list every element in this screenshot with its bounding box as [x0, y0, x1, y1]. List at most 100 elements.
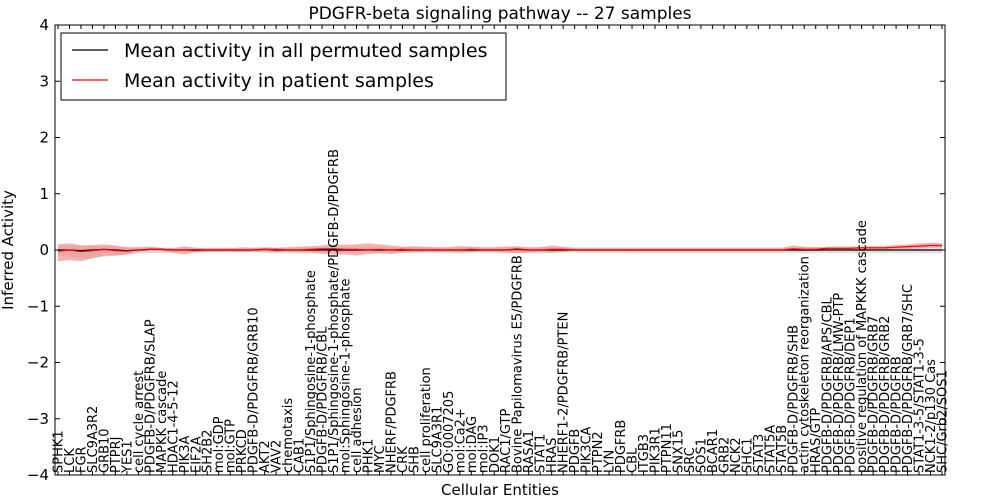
x-tick-label: PTPRJ: [109, 437, 124, 474]
x-tick-label: actin cytoskeleton reorganization: [798, 256, 813, 473]
y-tick-label: 4: [39, 16, 49, 34]
x-tick-label: mol:Sphingosine-1-phosphate: [339, 279, 354, 473]
x-tick-label: EIF2A: [189, 436, 204, 473]
x-tick-label: S1P1/Sphingosine-1-phosphate: [304, 270, 319, 473]
x-tick-label: PDGFB-D/PDGFRB/CBL: [316, 326, 331, 473]
x-tick-label: NHERF1-2/PDGFRB/PTEN: [557, 312, 572, 473]
x-tick-label: mol:GDP: [212, 416, 227, 473]
y-ticks: −4 −3 −2 −1 0 1 2 3 4: [27, 16, 945, 484]
legend: Mean activity in all permuted samples Me…: [60, 32, 507, 101]
x-tick-label: PDGFRB: [614, 420, 629, 473]
x-tick-label: STAT5B: [775, 425, 790, 473]
legend-label-permuted: Mean activity in all permuted samples: [124, 40, 487, 62]
x-tick-label: cell adhesion: [350, 387, 365, 473]
x-tick-label: STAT5A: [763, 425, 778, 473]
x-tick-label: PIK3A: [178, 436, 193, 473]
y-axis-label: Inferred Activity: [0, 190, 17, 310]
legend-label-patient: Mean activity in patient samples: [124, 70, 434, 92]
y-tick-label: −2: [27, 354, 49, 372]
x-tick-label: mol:DAG: [465, 416, 480, 473]
x-tick-label: PDGFB-D/PDGFRB/GRB7/SHC: [901, 284, 916, 473]
x-tick-label: PDGFB-D/PDGFRB/LMW-PTP: [832, 293, 847, 473]
x-tick-label: SHC/Grb2/SOS1: [936, 370, 951, 473]
x-tick-label: STAT3: [752, 434, 767, 473]
x-tick-label: DOK1: [488, 436, 503, 473]
x-tick-label: SNX15: [671, 430, 686, 473]
x-tick-label: PIK3CA: [580, 426, 595, 473]
x-tick-label: PDGFB-D/PDGFRB: [890, 356, 905, 473]
x-tick-label: LYN: [603, 450, 618, 473]
x-tick-label: PDGFB-D/PDGFRB/GRB10: [247, 307, 262, 473]
series-line-patient: [57, 244, 942, 253]
x-tick-label: MAPKK cascade: [155, 371, 170, 473]
x-tick-label: PTPN2: [591, 431, 606, 473]
x-tick-label: RASA1: [522, 430, 537, 473]
x-tick-label: S1P1/Sphingosine-1-phosphate/PDGFB-D/PDG…: [327, 149, 342, 473]
x-tick-label: PDGFB-D/PDGFRB/APS/CBL: [821, 297, 836, 473]
x-tick-label: mol:GTP: [224, 419, 239, 473]
y-tick-label: −4: [27, 466, 49, 484]
x-tick-label: PRKCD: [235, 429, 250, 473]
band-patient: [58, 242, 942, 262]
x-tick-label: SHC1: [740, 438, 755, 473]
x-tick-label: cell cycle arrest: [132, 371, 147, 473]
x-axis-label: Cellular Entities: [441, 481, 559, 499]
x-tick-label: AKT2: [258, 440, 273, 473]
x-tick-label: VAV2: [270, 440, 285, 473]
spread-bands: [58, 242, 942, 262]
x-tick-label: HRAS: [545, 438, 560, 473]
x-tick-label: cell proliferation: [419, 367, 434, 473]
x-tick-label: CBL: [626, 447, 641, 473]
x-tick-label: LCK: [63, 448, 78, 473]
series-lines: [57, 244, 942, 253]
x-tick-label: HDAC1-4-5-12: [166, 380, 181, 473]
x-tick-label: YES1: [120, 440, 135, 474]
x-tick-label: Bovine Papilomavirus E5/PDGFRB: [511, 255, 526, 473]
x-tick-label: STAT1-3-5/STAT1-3-5: [913, 338, 928, 473]
x-tick-label: HRAS/GTP: [809, 408, 824, 473]
x-tick-label: GRB2: [717, 437, 732, 473]
x-tick-label: NCK1-2/p130 Cas: [924, 359, 939, 473]
x-tick-label: mol:IP3: [476, 424, 491, 473]
x-tick-label: PDGFB: [568, 429, 583, 473]
x-tick-label: GRB10: [97, 428, 112, 473]
x-tick-label: PHK1: [362, 439, 377, 473]
x-tick-label: PDGFB-D/PDGFRB/SHB: [786, 325, 801, 473]
x-tick-label: GO:0007205: [442, 391, 457, 473]
y-tick-label: −1: [27, 297, 49, 315]
x-tick-label: RAC1/GTP: [499, 409, 514, 473]
x-tick-label: PTPN11: [660, 423, 675, 473]
x-tick-label: SRC: [683, 447, 698, 473]
x-tick-label: PIK3R1: [649, 427, 664, 473]
x-tick-label: STAT1: [534, 434, 549, 473]
x-tick-label: MYC: [373, 445, 388, 473]
y-tick-label: 1: [39, 185, 49, 203]
x-tick-label: BCAR1: [706, 429, 721, 473]
y-tick-label: 0: [39, 241, 49, 259]
legend-box: [60, 32, 507, 101]
x-tick-label: ITGB3: [637, 434, 652, 473]
y-tick-label: −3: [27, 410, 49, 428]
x-tick-label: chemotaxis: [281, 398, 296, 473]
x-tick-label: PDGFB-D/PDGFRB/GRB2: [878, 316, 893, 473]
x-tick-label: PDGFB-D/PDGFRB/GRB7: [867, 316, 882, 473]
x-tick-label: SH2B2: [201, 430, 216, 474]
x-tick-label: FGR: [75, 446, 90, 473]
y-tick-label: 2: [39, 129, 49, 147]
x-tick-label: SHB: [407, 446, 422, 473]
x-tick-label: SLC9A3R1: [430, 406, 445, 473]
x-tick-label: SLC9A3R2: [86, 406, 101, 473]
x-tick-label: PDGFB-D/PDGFRB/SLAP: [143, 319, 158, 473]
x-tick-label: CRK: [396, 446, 411, 473]
plot-frame: [54, 24, 946, 476]
x-tick-label: CAB1: [293, 438, 308, 473]
chart-title: PDGFR-beta signaling pathway -- 27 sampl…: [308, 4, 691, 24]
x-tick-label: PDGFB-D/PDGFRB/DEP1: [844, 318, 859, 473]
y-tick-label: 3: [39, 72, 49, 90]
x-tick-label: NHERF/PDGFRB: [384, 371, 399, 473]
x-tick-label: NCK2: [729, 437, 744, 473]
x-tick-label: positive regulation of MAPKKK cascade: [855, 220, 870, 473]
x-tick-label: SOS1: [694, 438, 709, 473]
